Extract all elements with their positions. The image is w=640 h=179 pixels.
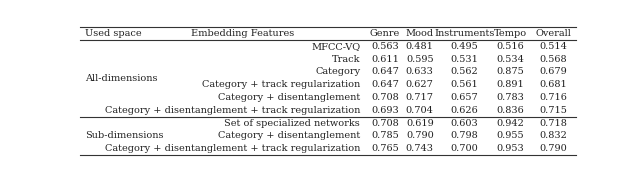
Text: 0.647: 0.647 <box>371 67 399 76</box>
Text: 0.633: 0.633 <box>406 67 434 76</box>
Text: 0.647: 0.647 <box>371 80 399 89</box>
Text: 0.785: 0.785 <box>371 131 399 141</box>
Text: Category + disentanglement: Category + disentanglement <box>218 131 360 141</box>
Text: 0.534: 0.534 <box>497 55 524 64</box>
Text: 0.562: 0.562 <box>451 67 478 76</box>
Text: 0.953: 0.953 <box>497 144 524 153</box>
Text: 0.765: 0.765 <box>371 144 399 153</box>
Text: 0.561: 0.561 <box>451 80 478 89</box>
Text: 0.717: 0.717 <box>406 93 434 102</box>
Text: 0.743: 0.743 <box>406 144 434 153</box>
Text: 0.704: 0.704 <box>406 106 434 115</box>
Text: 0.531: 0.531 <box>451 55 478 64</box>
Text: 0.875: 0.875 <box>497 67 524 76</box>
Text: Sub-dimensions: Sub-dimensions <box>85 131 163 141</box>
Text: All-dimensions: All-dimensions <box>85 74 157 83</box>
Text: Embedding Features: Embedding Features <box>191 29 294 38</box>
Text: Used space: Used space <box>85 29 141 38</box>
Text: Category + disentanglement: Category + disentanglement <box>218 93 360 102</box>
Text: 0.891: 0.891 <box>497 80 524 89</box>
Text: 0.716: 0.716 <box>540 93 568 102</box>
Text: 0.657: 0.657 <box>451 93 478 102</box>
Text: 0.708: 0.708 <box>371 93 399 102</box>
Text: 0.790: 0.790 <box>406 131 434 141</box>
Text: Mood: Mood <box>406 29 434 38</box>
Text: 0.679: 0.679 <box>540 67 568 76</box>
Text: Category + disentanglement + track regularization: Category + disentanglement + track regul… <box>105 106 360 115</box>
Text: 0.681: 0.681 <box>540 80 568 89</box>
Text: Category + disentanglement + track regularization: Category + disentanglement + track regul… <box>105 144 360 153</box>
Text: 0.832: 0.832 <box>540 131 568 141</box>
Text: 0.495: 0.495 <box>451 42 478 51</box>
Text: 0.798: 0.798 <box>451 131 478 141</box>
Text: 0.626: 0.626 <box>451 106 478 115</box>
Text: 0.790: 0.790 <box>540 144 568 153</box>
Text: 0.693: 0.693 <box>371 106 399 115</box>
Text: 0.603: 0.603 <box>451 119 478 128</box>
Text: Category + track regularization: Category + track regularization <box>202 80 360 89</box>
Text: Overall: Overall <box>536 29 572 38</box>
Text: 0.700: 0.700 <box>451 144 478 153</box>
Text: 0.514: 0.514 <box>540 42 568 51</box>
Text: 0.568: 0.568 <box>540 55 568 64</box>
Text: MFCC-VQ: MFCC-VQ <box>311 42 360 51</box>
Text: Category: Category <box>315 67 360 76</box>
Text: 0.627: 0.627 <box>406 80 434 89</box>
Text: 0.836: 0.836 <box>497 106 524 115</box>
Text: Instruments: Instruments <box>434 29 495 38</box>
Text: 0.715: 0.715 <box>540 106 568 115</box>
Text: 0.718: 0.718 <box>540 119 568 128</box>
Text: 0.481: 0.481 <box>406 42 434 51</box>
Text: Track: Track <box>332 55 360 64</box>
Text: 0.708: 0.708 <box>371 119 399 128</box>
Text: 0.516: 0.516 <box>497 42 524 51</box>
Text: 0.783: 0.783 <box>497 93 524 102</box>
Text: Tempo: Tempo <box>494 29 527 38</box>
Text: 0.611: 0.611 <box>371 55 399 64</box>
Text: Set of specialized networks: Set of specialized networks <box>225 119 360 128</box>
Text: 0.563: 0.563 <box>371 42 399 51</box>
Text: 0.942: 0.942 <box>497 119 524 128</box>
Text: Genre: Genre <box>370 29 400 38</box>
Text: 0.619: 0.619 <box>406 119 434 128</box>
Text: 0.955: 0.955 <box>497 131 524 141</box>
Text: 0.595: 0.595 <box>406 55 433 64</box>
